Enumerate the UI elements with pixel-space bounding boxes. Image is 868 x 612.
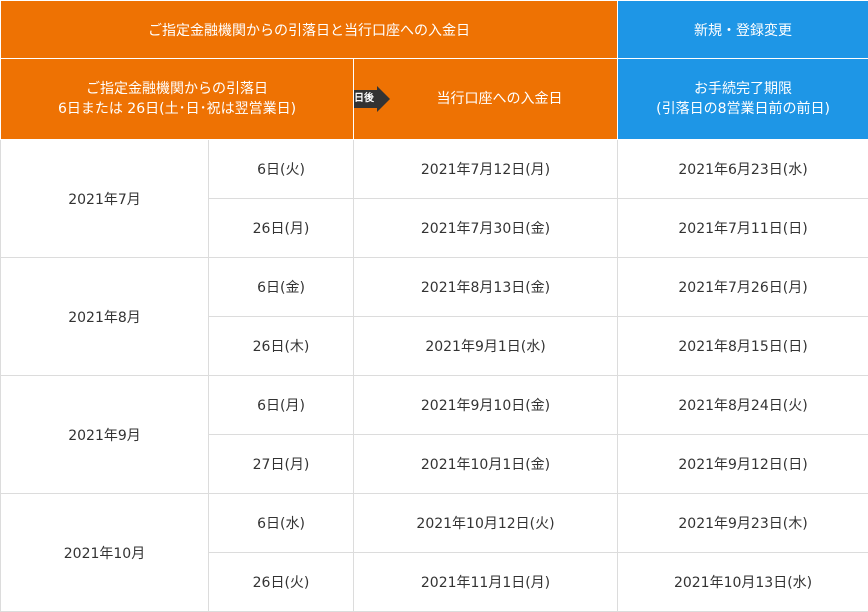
month-cell: 2021年7月: [0, 139, 209, 258]
deposit-cell: 2021年11月1日(月): [352, 552, 619, 612]
day-cell: 6日(金): [208, 257, 354, 317]
header-withdraw-date: ご指定金融機関からの引落日 6日または 26日(土･日･祝は翌営業日): [0, 58, 354, 140]
table-row: 2021年7月 6日(火) 2021年7月12日(月) 2021年6月23日(水…: [0, 139, 868, 258]
deposit-cell: 2021年10月12日(火): [352, 493, 619, 553]
header-deadline: お手続完了期限 (引落日の8営業日前の前日): [617, 58, 868, 140]
deposit-cell: 2021年9月10日(金): [352, 375, 619, 435]
day-cell: 26日(月): [208, 198, 354, 258]
deadline-cell: 2021年10月13日(水): [617, 552, 868, 612]
arrow-right-icon: 4営業日後: [354, 86, 390, 112]
withdraw-title: ご指定金融機関からの引落日: [86, 81, 268, 97]
deposit-cell: 2021年8月13日(金): [352, 257, 619, 317]
month-cell: 2021年8月: [0, 257, 209, 376]
day-cell: 26日(木): [208, 316, 354, 376]
withdraw-note: 6日または 26日(土･日･祝は翌営業日): [57, 101, 297, 117]
deadline-note: (引落日の8営業日前の前日): [656, 101, 830, 117]
deadline-cell: 2021年9月23日(木): [617, 493, 868, 553]
month-cell: 2021年10月: [0, 493, 209, 612]
table-row: 2021年8月 6日(金) 2021年8月13日(金) 2021年7月26日(月…: [0, 257, 868, 376]
day-cell: 27日(月): [208, 434, 354, 494]
table-row: 26日(火) 2021年11月1日(月) 2021年10月13日(水): [1, 552, 868, 612]
deposit-cell: 2021年9月1日(水): [352, 316, 619, 376]
deadline-cell: 2021年7月26日(月): [617, 257, 868, 317]
day-cell: 6日(火): [208, 139, 354, 199]
day-cell: 6日(月): [208, 375, 354, 435]
deposit-cell: 2021年10月1日(金): [352, 434, 619, 494]
deadline-cell: 2021年6月23日(水): [617, 139, 868, 199]
deadline-title: お手続完了期限: [694, 81, 793, 97]
table-row: 27日(月) 2021年10月1日(金) 2021年9月12日(日): [1, 434, 868, 494]
deadline-cell: 2021年8月24日(火): [617, 375, 868, 435]
day-cell: 26日(火): [208, 552, 354, 612]
header-row-1: ご指定金融機関からの引落日と当行口座への入金日 新規・登録変更: [0, 0, 868, 59]
deposit-cell: 2021年7月30日(金): [352, 198, 619, 258]
table-row: 26日(木) 2021年9月1日(水) 2021年8月15日(日): [1, 316, 868, 376]
header-withdraw-deposit: ご指定金融機関からの引落日と当行口座への入金日: [0, 0, 619, 59]
day-cell: 6日(水): [208, 493, 354, 553]
deadline-cell: 2021年9月12日(日): [617, 434, 868, 494]
deadline-cell: 2021年7月11日(日): [617, 198, 868, 258]
table-row: 2021年10月 6日(水) 2021年10月12日(火) 2021年9月23日…: [0, 493, 868, 612]
header-new-registration: 新規・登録変更: [617, 0, 868, 59]
table-row: 2021年9月 6日(月) 2021年9月10日(金) 2021年8月24日(火…: [0, 375, 868, 494]
deposit-title: 当行口座への入金日: [436, 91, 563, 107]
deadline-cell: 2021年8月15日(日): [617, 316, 868, 376]
arrow-label: 4営業日後: [354, 90, 377, 108]
deposit-cell: 2021年7月12日(月): [352, 139, 619, 199]
header-row-2: ご指定金融機関からの引落日 6日または 26日(土･日･祝は翌営業日) 4営業日…: [0, 58, 868, 140]
header-deposit-date: 4営業日後 当行口座への入金日: [352, 58, 619, 140]
month-cell: 2021年9月: [0, 375, 209, 494]
